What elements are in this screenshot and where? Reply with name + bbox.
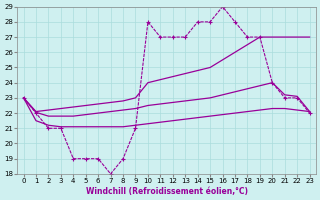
X-axis label: Windchill (Refroidissement éolien,°C): Windchill (Refroidissement éolien,°C) (85, 187, 248, 196)
